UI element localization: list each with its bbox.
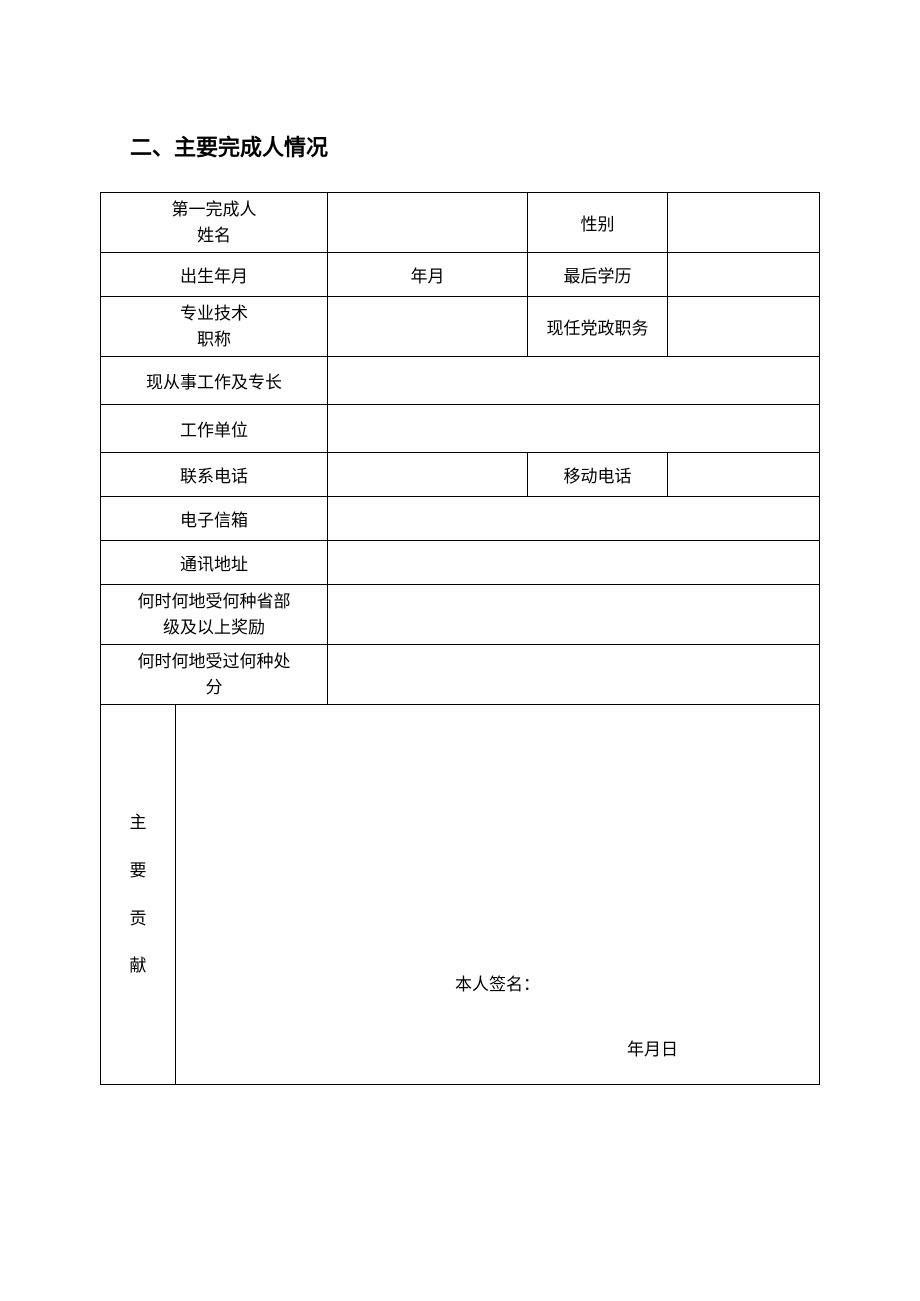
label-main-contribution: 主 要 贡 献 <box>101 705 176 1085</box>
value-current-work[interactable] <box>328 357 820 405</box>
label-gender: 性别 <box>528 193 668 253</box>
value-education[interactable] <box>668 253 820 297</box>
value-email[interactable] <box>328 497 820 541</box>
label-work-unit: 工作单位 <box>101 405 328 453</box>
label-current-position: 现任党政职务 <box>528 297 668 357</box>
table-row: 现从事工作及专长 <box>101 357 820 405</box>
label-mobile: 移动电话 <box>528 453 668 497</box>
table-row: 工作单位 <box>101 405 820 453</box>
section-title: 二、主要完成人情况 <box>130 130 820 162</box>
table-row: 电子信箱 <box>101 497 820 541</box>
value-tech-title[interactable] <box>328 297 528 357</box>
signature-label: 本人签名： <box>178 970 817 995</box>
label-first-completer-name: 第一完成人 姓名 <box>101 193 328 253</box>
table-row: 专业技术 职称 现任党政职务 <box>101 297 820 357</box>
label-awards: 何时何地受何种省部 级及以上奖励 <box>101 585 328 645</box>
value-first-completer-name[interactable] <box>328 193 528 253</box>
value-address[interactable] <box>328 541 820 585</box>
value-awards[interactable] <box>328 585 820 645</box>
value-current-position[interactable] <box>668 297 820 357</box>
label-address: 通讯地址 <box>101 541 328 585</box>
label-penalties: 何时何地受过何种处 分 <box>101 645 328 705</box>
personnel-form-table: 第一完成人 姓名 性别 出生年月 年月 最后学历 专业技术 职称 现任党政职务 … <box>100 192 820 1085</box>
label-birth-date: 出生年月 <box>101 253 328 297</box>
table-row: 何时何地受何种省部 级及以上奖励 <box>101 585 820 645</box>
table-row: 出生年月 年月 最后学历 <box>101 253 820 297</box>
value-mobile[interactable] <box>668 453 820 497</box>
table-row: 何时何地受过何种处 分 <box>101 645 820 705</box>
value-birth-date[interactable]: 年月 <box>328 253 528 297</box>
label-tech-title: 专业技术 职称 <box>101 297 328 357</box>
value-gender[interactable] <box>668 193 820 253</box>
table-row: 主 要 贡 献 本人签名： 年月日 <box>101 705 820 1085</box>
value-penalties[interactable] <box>328 645 820 705</box>
table-row: 联系电话 移动电话 <box>101 453 820 497</box>
value-phone[interactable] <box>328 453 528 497</box>
value-work-unit[interactable] <box>328 405 820 453</box>
label-email: 电子信箱 <box>101 497 328 541</box>
label-current-work: 现从事工作及专长 <box>101 357 328 405</box>
label-education: 最后学历 <box>528 253 668 297</box>
label-phone: 联系电话 <box>101 453 328 497</box>
date-label: 年月日 <box>178 1035 817 1060</box>
value-main-contribution[interactable]: 本人签名： 年月日 <box>176 705 820 1085</box>
table-row: 通讯地址 <box>101 541 820 585</box>
table-row: 第一完成人 姓名 性别 <box>101 193 820 253</box>
